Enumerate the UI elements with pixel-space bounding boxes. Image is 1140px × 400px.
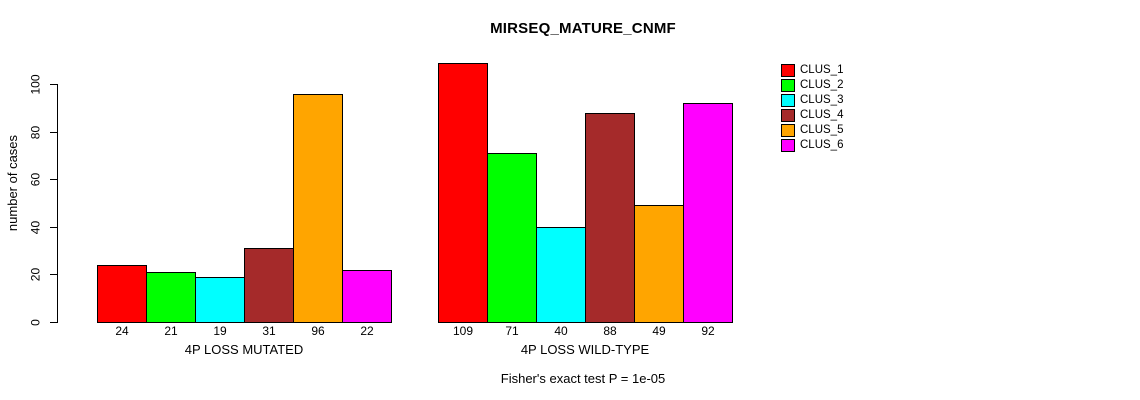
bar-4p-loss-wild-type-clus-6 <box>683 103 733 323</box>
y-axis-tick <box>50 274 57 275</box>
bar-value-label-clus-1: 109 <box>452 324 474 338</box>
bar-4p-loss-mutated-clus-3 <box>195 277 245 323</box>
bar-4p-loss-mutated-clus-4 <box>244 248 294 323</box>
bar-4p-loss-mutated-clus-1 <box>97 265 147 323</box>
bar-4p-loss-mutated-clus-6 <box>342 270 392 323</box>
legend-label-clus-4: CLUS_4 <box>800 109 844 121</box>
bar-value-label-clus-3: 19 <box>213 324 227 338</box>
y-axis-line <box>57 84 58 323</box>
y-axis-tick <box>50 322 57 323</box>
y-axis-tick <box>50 227 57 228</box>
bar-4p-loss-mutated-clus-5 <box>293 94 343 323</box>
y-axis-tick <box>50 179 57 180</box>
bar-4p-loss-wild-type-clus-1 <box>438 63 488 323</box>
bar-4p-loss-wild-type-clus-2 <box>487 153 537 323</box>
footer-annotation: Fisher's exact test P = 1e-05 <box>500 371 666 386</box>
legend-label-clus-3: CLUS_3 <box>800 94 844 106</box>
legend-label-clus-6: CLUS_6 <box>800 139 844 151</box>
bar-value-label-clus-2: 21 <box>164 324 178 338</box>
chart-title: MIRSEQ_MATURE_CNMF <box>490 20 676 37</box>
bar-value-label-clus-4: 31 <box>262 324 276 338</box>
bar-value-label-clus-5: 49 <box>652 324 666 338</box>
bar-value-label-clus-2: 71 <box>505 324 519 338</box>
bar-value-label-clus-6: 22 <box>360 324 374 338</box>
legend-label-clus-5: CLUS_5 <box>800 124 844 136</box>
bar-value-label-clus-4: 88 <box>603 324 617 338</box>
legend-swatch-clus-1 <box>781 64 795 77</box>
legend-swatch-clus-2 <box>781 79 795 92</box>
legend-swatch-clus-6 <box>781 139 795 152</box>
legend-swatch-clus-5 <box>781 124 795 137</box>
legend-swatch-clus-4 <box>781 109 795 122</box>
group-label-4p-loss-mutated: 4P LOSS MUTATED <box>184 342 304 357</box>
group-label-4p-loss-wild-type: 4P LOSS WILD-TYPE <box>520 342 650 357</box>
bar-value-label-clus-5: 96 <box>311 324 325 338</box>
bar-4p-loss-wild-type-clus-3 <box>536 227 586 323</box>
bar-value-label-clus-6: 92 <box>701 324 715 338</box>
legend-label-clus-1: CLUS_1 <box>800 64 844 76</box>
legend-swatch-clus-3 <box>781 94 795 107</box>
y-axis-tick <box>50 132 57 133</box>
bar-value-label-clus-3: 40 <box>554 324 568 338</box>
bar-value-label-clus-1: 24 <box>115 324 129 338</box>
legend-label-clus-2: CLUS_2 <box>800 79 844 91</box>
y-axis-tick <box>50 84 57 85</box>
